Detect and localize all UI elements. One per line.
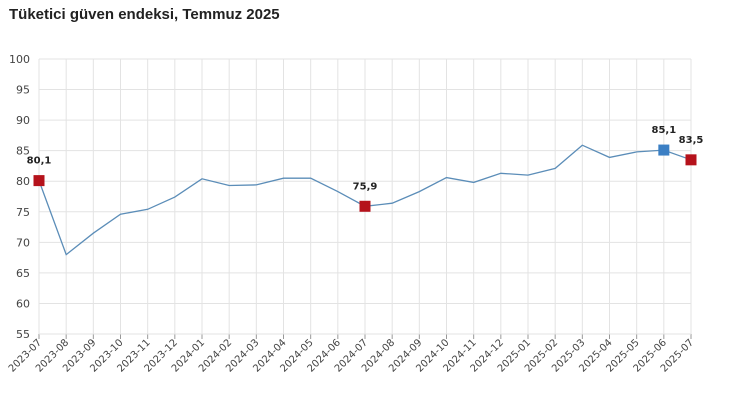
highlight-marker (33, 175, 45, 187)
highlight-marker (359, 200, 371, 212)
y-tick-label: 70 (16, 236, 30, 249)
y-tick-label: 65 (16, 267, 30, 280)
data-label: 80,1 (27, 156, 52, 167)
vertical-gridlines (38, 59, 692, 339)
chart-title: Tüketici güven endeksi, Temmuz 2025 (9, 6, 280, 23)
y-tick-label: 90 (16, 114, 30, 127)
data-label: 83,5 (679, 135, 704, 146)
data-label: 75,9 (353, 181, 378, 192)
data-label: 85,1 (651, 125, 676, 136)
y-tick-label: 75 (16, 206, 30, 219)
y-tick-label: 100 (9, 53, 30, 66)
highlight-marker (685, 154, 697, 166)
x-axis-ticks: 2023-072023-082023-092023-102023-112023-… (7, 337, 696, 374)
highlight-marker (658, 144, 670, 156)
y-tick-label: 95 (16, 84, 30, 97)
y-tick-label: 55 (16, 328, 30, 341)
horizontal-gridlines (39, 58, 691, 335)
y-tick-label: 60 (16, 297, 30, 310)
highlight-markers: 80,1 75,9 85,183,5 (27, 125, 704, 212)
y-axis-ticks: 55 60 65 70 75 80 85 90 95 100 (9, 53, 30, 341)
y-tick-label: 85 (16, 145, 30, 158)
y-tick-label: 80 (16, 175, 30, 188)
